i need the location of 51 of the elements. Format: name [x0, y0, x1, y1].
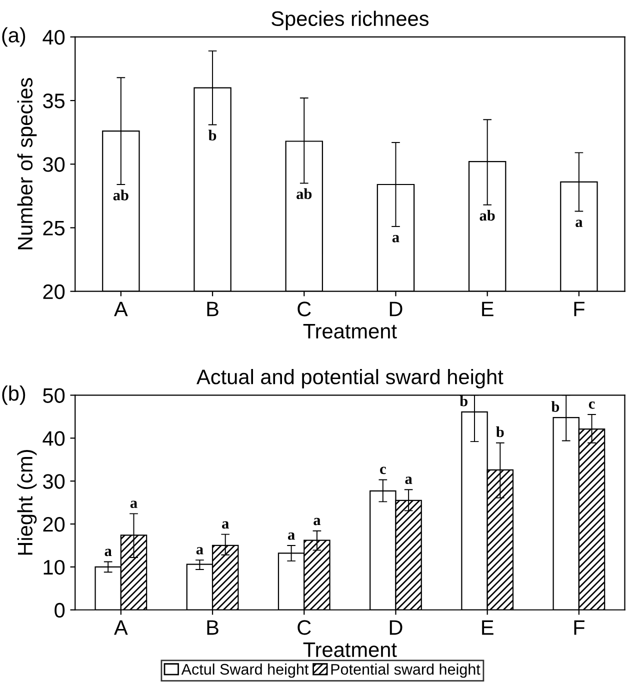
- x-tick-label: C: [298, 302, 311, 316]
- y-tick-label: 40: [42, 431, 65, 446]
- y-tick-label: 10: [44, 560, 65, 575]
- data-label: a: [130, 500, 138, 508]
- data-label: b: [496, 426, 504, 438]
- data-label: a: [314, 518, 321, 526]
- data-label: ab: [296, 188, 312, 200]
- data-label: a: [392, 234, 400, 242]
- x-tick-label: B: [207, 620, 218, 635]
- data-label: a: [104, 548, 112, 556]
- x-tick-label: C: [298, 620, 311, 635]
- text: (a): [2, 27, 26, 47]
- y-axis-title: Hieght (cm): [17, 450, 37, 555]
- y-tick-label: 0: [54, 602, 65, 618]
- x-tick-label: D: [390, 302, 402, 316]
- data-label: c: [380, 466, 386, 474]
- data-label: a: [196, 547, 204, 554]
- text: (b): [2, 385, 26, 405]
- chart-title: Species richnees: [272, 10, 429, 30]
- data-label: a: [405, 476, 412, 484]
- x-tick-label: A: [114, 302, 128, 316]
- y-axis-title: Number of species: [17, 78, 37, 250]
- data-label: b: [208, 130, 216, 141]
- y-tick-label: 35: [43, 94, 65, 108]
- y-tick-label: 20: [43, 284, 65, 300]
- data-label: a: [222, 521, 229, 529]
- y-tick-label: 50: [43, 388, 65, 403]
- data-label: b: [460, 396, 468, 406]
- x-tick-label: A: [114, 620, 128, 635]
- data-label: b: [551, 401, 560, 412]
- x-axis-title: Treatment: [303, 642, 397, 658]
- data-label: c: [588, 401, 595, 409]
- x-tick-label: F: [574, 620, 584, 635]
- x-tick-label: E: [482, 302, 494, 316]
- y-tick-label: 30: [43, 157, 65, 172]
- y-tick-label: 30: [43, 474, 65, 489]
- x-tick-label: B: [207, 302, 218, 316]
- y-tick-label: 25: [43, 220, 65, 236]
- chart-title: Actual and potential sward height: [196, 368, 504, 388]
- x-tick-label: D: [390, 620, 402, 635]
- y-tick-label: 40: [42, 30, 65, 45]
- data-label: ab: [113, 190, 128, 200]
- data-label: a: [288, 532, 295, 540]
- x-tick-label: E: [482, 620, 494, 635]
- y-tick-label: 20: [43, 517, 65, 532]
- legend-label: Actul Sward height: [181, 664, 309, 678]
- data-label: ab: [480, 210, 495, 221]
- x-axis-title: Treatment: [303, 324, 397, 339]
- x-tick-label: F: [574, 302, 584, 316]
- legend-label: Potential sward height: [331, 664, 480, 678]
- data-label: a: [576, 220, 583, 228]
